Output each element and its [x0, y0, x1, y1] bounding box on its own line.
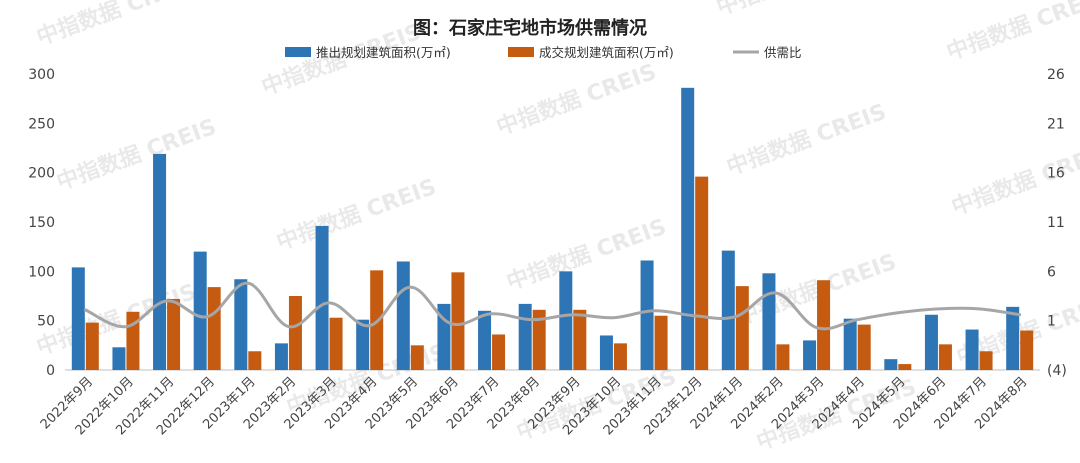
bar-supply: [153, 153, 167, 370]
bar-deal: [329, 317, 343, 370]
y-left-tick-label: 250: [28, 116, 55, 132]
y-right-tick-label: 11: [1047, 215, 1065, 231]
y-right-tick-label: 6: [1047, 264, 1056, 280]
bar-deal: [817, 280, 831, 370]
bars-layer: [71, 87, 1034, 371]
legend-swatch: [508, 47, 534, 57]
watermark-text: 中指数据 CREIS: [493, 59, 660, 141]
bar-supply: [884, 359, 898, 370]
legend: 推出规划建筑面积(万㎡) 成交规划建筑面积(万㎡) 供需比: [285, 45, 802, 60]
y-right-tick-label: 16: [1047, 166, 1065, 182]
watermark-text: 中指数据 CREIS: [723, 99, 890, 181]
chart-title: 图：石家庄宅地市场供需情况: [413, 17, 647, 39]
y-right-tick-label: 21: [1047, 116, 1065, 132]
bar-deal: [573, 309, 587, 370]
y-left-tick-label: 200: [28, 166, 55, 182]
bar-deal: [938, 344, 952, 370]
bar-supply: [518, 303, 532, 370]
y-left-tick-label: 150: [28, 215, 55, 231]
watermark-text: 中指数据 CREIS: [733, 249, 900, 331]
bar-deal: [1020, 330, 1034, 370]
y-right-tick-label: 1: [1047, 314, 1056, 330]
bar-deal: [288, 296, 302, 370]
watermark-text: 中指数据 CREIS: [33, 0, 200, 51]
bar-supply: [1006, 306, 1020, 370]
bar-deal: [857, 324, 871, 370]
bar-supply: [599, 335, 613, 370]
bar-supply: [803, 340, 817, 370]
bar-deal: [492, 334, 506, 370]
bar-supply: [721, 250, 735, 370]
watermark-text: 中指数据 CREIS: [273, 174, 440, 256]
bar-supply: [356, 319, 370, 370]
watermark-text: 中指数据 CREIS: [943, 0, 1080, 66]
x-axis-labels: 2022年9月2022年10月2022年11月2022年12月2023年1月20…: [38, 374, 1031, 438]
bar-deal: [207, 287, 221, 370]
y-left-tick-label: 100: [28, 264, 55, 280]
watermark-text: 中指数据 CREIS: [713, 0, 880, 21]
legend-label: 成交规划建筑面积(万㎡): [539, 45, 674, 60]
bar-deal: [898, 364, 912, 370]
bar-supply: [193, 251, 207, 370]
bar-supply: [315, 225, 329, 370]
bar-deal: [532, 309, 546, 370]
bar-deal: [695, 176, 709, 370]
bar-deal: [979, 351, 993, 370]
legend-swatch: [285, 47, 311, 57]
bar-supply: [274, 343, 288, 370]
bar-supply: [478, 310, 492, 370]
y-left-tick-label: 0: [46, 363, 55, 379]
bar-deal: [167, 298, 181, 370]
y-axis-left: 0 50 100 150 200 250 300: [28, 67, 55, 379]
bar-supply: [843, 318, 857, 370]
bar-deal: [654, 315, 668, 370]
bar-supply: [71, 267, 85, 370]
y-left-tick-label: 50: [37, 314, 55, 330]
bar-deal: [776, 344, 790, 370]
bar-supply: [640, 260, 654, 370]
legend-label: 供需比: [764, 45, 802, 60]
legend-label: 推出规划建筑面积(万㎡): [316, 45, 451, 60]
bar-supply: [924, 314, 938, 370]
bar-deal: [410, 345, 424, 370]
bar-supply: [396, 261, 410, 370]
bar-deal: [613, 343, 627, 370]
bar-supply: [965, 329, 979, 370]
y-left-tick-label: 300: [28, 67, 55, 83]
bar-deal: [85, 322, 99, 370]
ratio-line: [83, 281, 1022, 331]
bar-supply: [234, 279, 248, 370]
bar-deal: [451, 272, 465, 370]
bar-supply: [681, 87, 695, 371]
bar-supply: [762, 273, 776, 370]
bar-deal: [735, 286, 749, 370]
y-right-tick-label: (4): [1047, 363, 1067, 379]
bar-supply: [559, 271, 573, 370]
watermark-text: 中指数据 CREIS: [53, 114, 220, 196]
bar-deal: [248, 351, 262, 370]
ratio-line-layer: [83, 281, 1022, 331]
bar-supply: [112, 347, 126, 370]
y-right-tick-label: 26: [1047, 67, 1065, 83]
watermark-layer: 中指数据 CREIS 中指数据 CREIS 中指数据 CREIS 中指数据 CREIS…: [33, 0, 1080, 456]
